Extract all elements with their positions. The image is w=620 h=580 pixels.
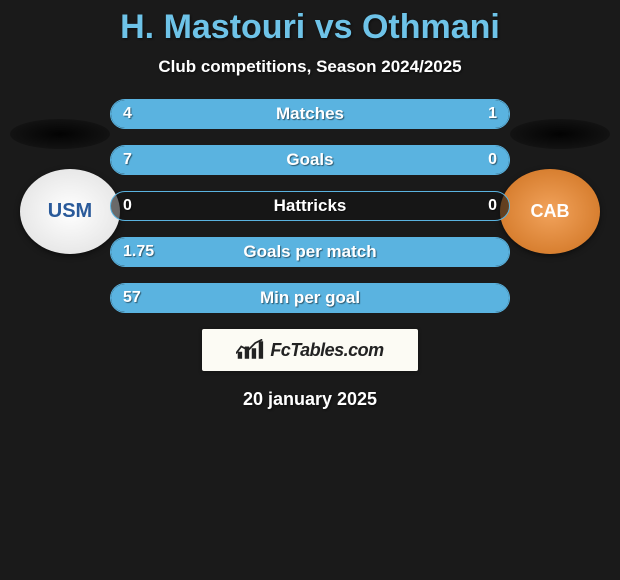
stat-label: Min per goal — [111, 288, 509, 308]
stat-row: 1.75Goals per match — [110, 237, 510, 267]
stat-value-right: 1 — [488, 105, 497, 123]
stat-row: 7Goals0 — [110, 145, 510, 175]
club-logo-right-text: CAB — [531, 201, 570, 222]
stat-row: 57Min per goal — [110, 283, 510, 313]
stat-row: 0Hattricks0 — [110, 191, 510, 221]
stats-bars-container: 4Matches17Goals00Hattricks01.75Goals per… — [110, 99, 510, 313]
page-subtitle: Club competitions, Season 2024/2025 — [0, 57, 620, 77]
watermark: FcTables.com — [202, 329, 418, 371]
stat-label: Matches — [111, 104, 509, 124]
chart-icon — [236, 339, 264, 361]
stat-value-right: 0 — [488, 151, 497, 169]
club-logo-right: CAB — [500, 169, 600, 254]
watermark-text: FcTables.com — [270, 340, 383, 361]
stat-label: Hattricks — [111, 196, 509, 216]
stat-row: 4Matches1 — [110, 99, 510, 129]
stat-value-right: 0 — [488, 197, 497, 215]
stat-label: Goals per match — [111, 242, 509, 262]
stat-label: Goals — [111, 150, 509, 170]
shadow-left — [10, 119, 110, 149]
page-title: H. Mastouri vs Othmani — [0, 8, 620, 47]
date-label: 20 january 2025 — [0, 389, 620, 410]
club-logo-left-text: USM — [48, 200, 92, 223]
club-logo-left: USM — [20, 169, 120, 254]
shadow-right — [510, 119, 610, 149]
